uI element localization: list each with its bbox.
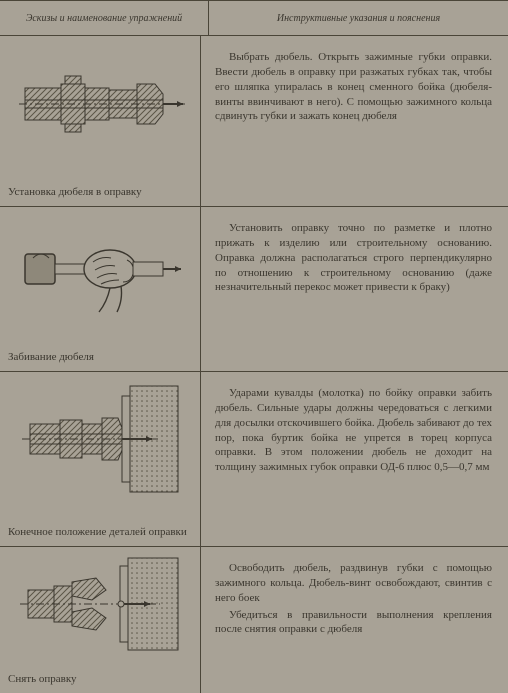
sketch-cell: Забивание дюбеля xyxy=(0,207,200,371)
text-cell: Ударами кувалды (молотка) по бойку оправ… xyxy=(200,372,508,546)
sketch-cell: Установка дюбеля в оправку xyxy=(0,36,200,206)
sketch-1 xyxy=(8,44,192,164)
page: Эскизы и наименование упражнений Инструк… xyxy=(0,0,508,692)
caption: Конечное положение деталей оправки xyxy=(8,526,192,540)
sketch-3 xyxy=(8,380,192,498)
text-cell: Освободить дюбель, раздвинув губки с пом… xyxy=(200,547,508,693)
sketch-4 xyxy=(8,555,192,653)
instruction-text: Выбрать дюбель. Открыть зажимные губки о… xyxy=(215,50,492,124)
header-right: Инструктивные указания и пояснения xyxy=(208,1,508,35)
caption: Снять оправку xyxy=(8,673,192,687)
sketch-2 xyxy=(8,215,192,325)
table-row: Снять оправку Освободить дюбель, раздвин… xyxy=(0,547,508,693)
instruction-text: Установить оправку точно по разметке и п… xyxy=(215,221,492,295)
instruction-text: Ударами кувалды (молотка) по бойку оправ… xyxy=(215,386,492,475)
table-row: Установка дюбеля в оправку Выбрать дюбел… xyxy=(0,36,508,207)
instruction-text: Освободить дюбель, раздвинув губки с пом… xyxy=(215,561,492,606)
sketch-cell: Снять оправку xyxy=(0,547,200,693)
instruction-text: Убедиться в правильности выполнения креп… xyxy=(215,608,492,638)
text-cell: Выбрать дюбель. Открыть зажимные губки о… xyxy=(200,36,508,206)
caption: Установка дюбеля в оправку xyxy=(8,186,192,200)
header-left: Эскизы и наименование упражнений xyxy=(0,13,208,24)
text-cell: Установить оправку точно по разметке и п… xyxy=(200,207,508,371)
table-row: Забивание дюбеля Установить оправку точн… xyxy=(0,207,508,372)
table-header: Эскизы и наименование упражнений Инструк… xyxy=(0,0,508,36)
sketch-cell: Конечное положение деталей оправки xyxy=(0,372,200,546)
caption: Забивание дюбеля xyxy=(8,351,192,365)
table-row: Конечное положение деталей оправки Удара… xyxy=(0,372,508,547)
